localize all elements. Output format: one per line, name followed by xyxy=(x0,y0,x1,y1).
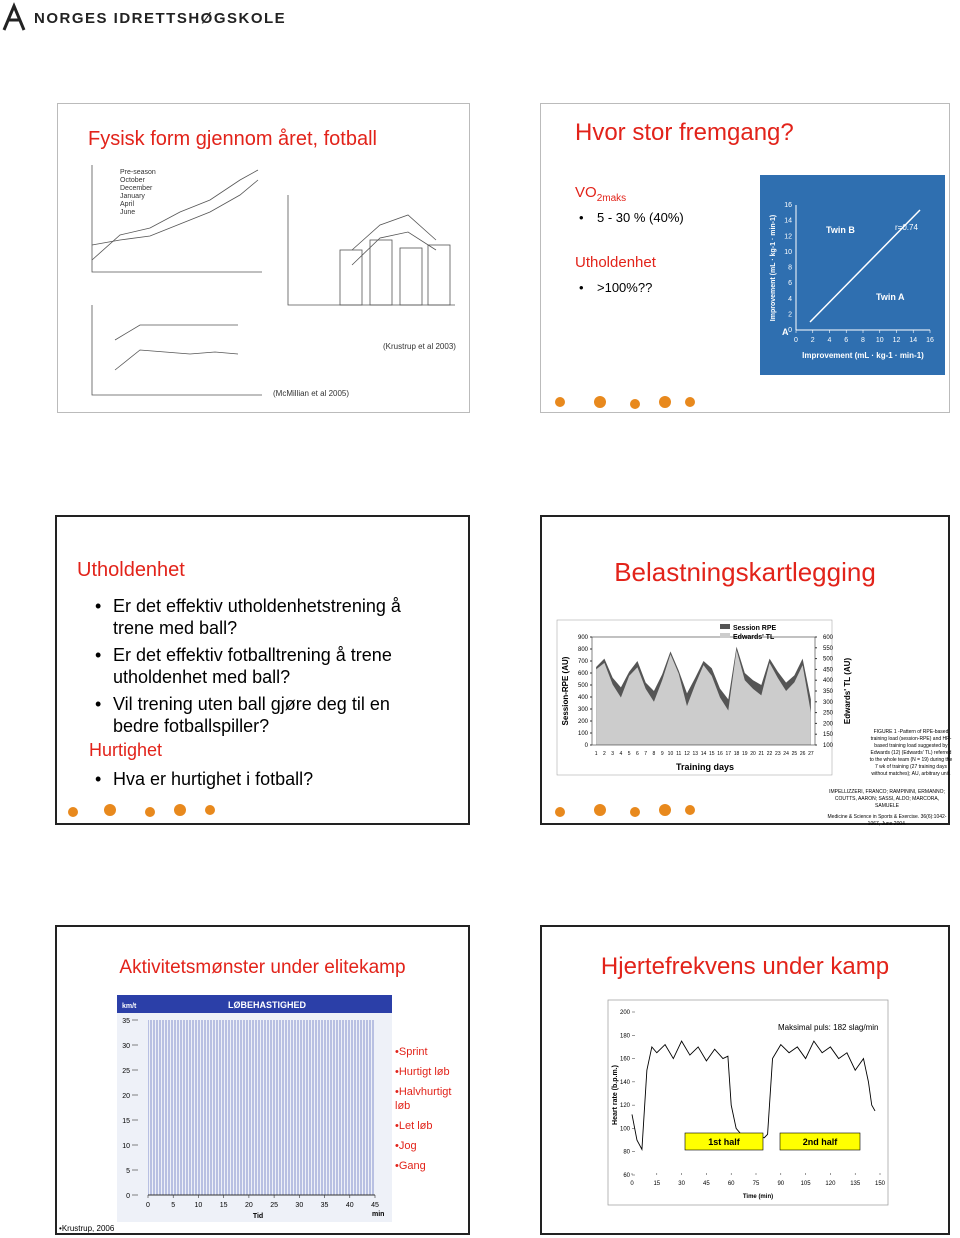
bullet: >100%?? xyxy=(575,280,652,295)
bullet: Er det effektiv utholdenhetstrening å tr… xyxy=(91,595,421,639)
caption: FIGURE 1 -Pattern of RPE-based training … xyxy=(869,729,953,777)
citation: Krustrup, 2006 xyxy=(59,1224,114,1233)
reference-line: IMPELLIZZERI, FRANCO; RAMPININI, ERMANNO… xyxy=(829,789,945,809)
subscript: 2maks xyxy=(596,193,627,204)
legend-item: Hurtigt løb xyxy=(395,1065,465,1079)
slide-title: Hvor stor fremgang? xyxy=(575,119,794,146)
bullet: Vil trening uten ball gjøre deg til en b… xyxy=(91,693,421,737)
legend-text: Halvhurtigt løb xyxy=(395,1086,452,1112)
citation: (Krustrup et al 2003) xyxy=(383,342,456,351)
citation: (McMillian et al 2005) xyxy=(273,389,350,398)
text: VO xyxy=(575,184,597,201)
heading: VO2maks xyxy=(575,184,626,204)
logo: NORGES IDRETTSHØGSKOLE xyxy=(34,10,287,27)
heading: Hurtighet xyxy=(89,740,163,760)
legend-text: Let løb xyxy=(398,1120,433,1132)
legend-item: Halvhurtigt løb xyxy=(395,1085,465,1113)
slide: Fysisk form gjennom året, fotball (Krust… xyxy=(57,103,470,413)
legend: Sprint Hurtigt løb Halvhurtigt løb Let l… xyxy=(395,1045,465,1173)
legend-text: Sprint xyxy=(398,1046,428,1058)
bullet: 5 - 30 % (40%) xyxy=(575,210,684,225)
slide-title: Fysisk form gjennom året, fotball xyxy=(88,128,377,150)
heading: Utholdenhet xyxy=(575,254,656,271)
slide-title: Aktivitetsmønster under elitekamp xyxy=(119,957,406,978)
reference-line: Medicine & Science in Sports & Exercise.… xyxy=(827,814,947,827)
slide: Hjertefrekvens under kamp xyxy=(540,925,950,1235)
slide: Hvor stor fremgang? VO2maks 5 - 30 % (40… xyxy=(540,103,950,413)
bullet: Hva er hurtighet i fotball? xyxy=(91,769,313,790)
legend-text: Hurtigt løb xyxy=(398,1066,450,1078)
legend-text: Jog xyxy=(398,1140,417,1152)
legend-item: Jog xyxy=(395,1139,465,1153)
slide-title: Belastningskartlegging xyxy=(614,557,876,587)
reference: IMPELLIZZERI, FRANCO; RAMPININI, ERMANNO… xyxy=(824,789,950,828)
legend-text: Gang xyxy=(398,1160,426,1172)
logo-icon xyxy=(2,2,26,31)
slide: Utholdenhet Er det effektiv utholdenhets… xyxy=(55,515,470,825)
slide: Aktivitetsmønster under elitekamp Sprint… xyxy=(55,925,470,1235)
legend-item: Let løb xyxy=(395,1119,465,1133)
citation-text: Krustrup, 2006 xyxy=(61,1224,115,1233)
slide: Belastningskartlegging FIGURE 1 -Pattern… xyxy=(540,515,952,828)
slide-title: Hjertefrekvens under kamp xyxy=(600,953,890,980)
bullet: Er det effektiv fotballtrening å trene u… xyxy=(91,644,421,688)
legend-item: Sprint xyxy=(395,1045,465,1059)
legend-item: Gang xyxy=(395,1159,465,1173)
slide-title: Utholdenhet xyxy=(77,559,185,581)
